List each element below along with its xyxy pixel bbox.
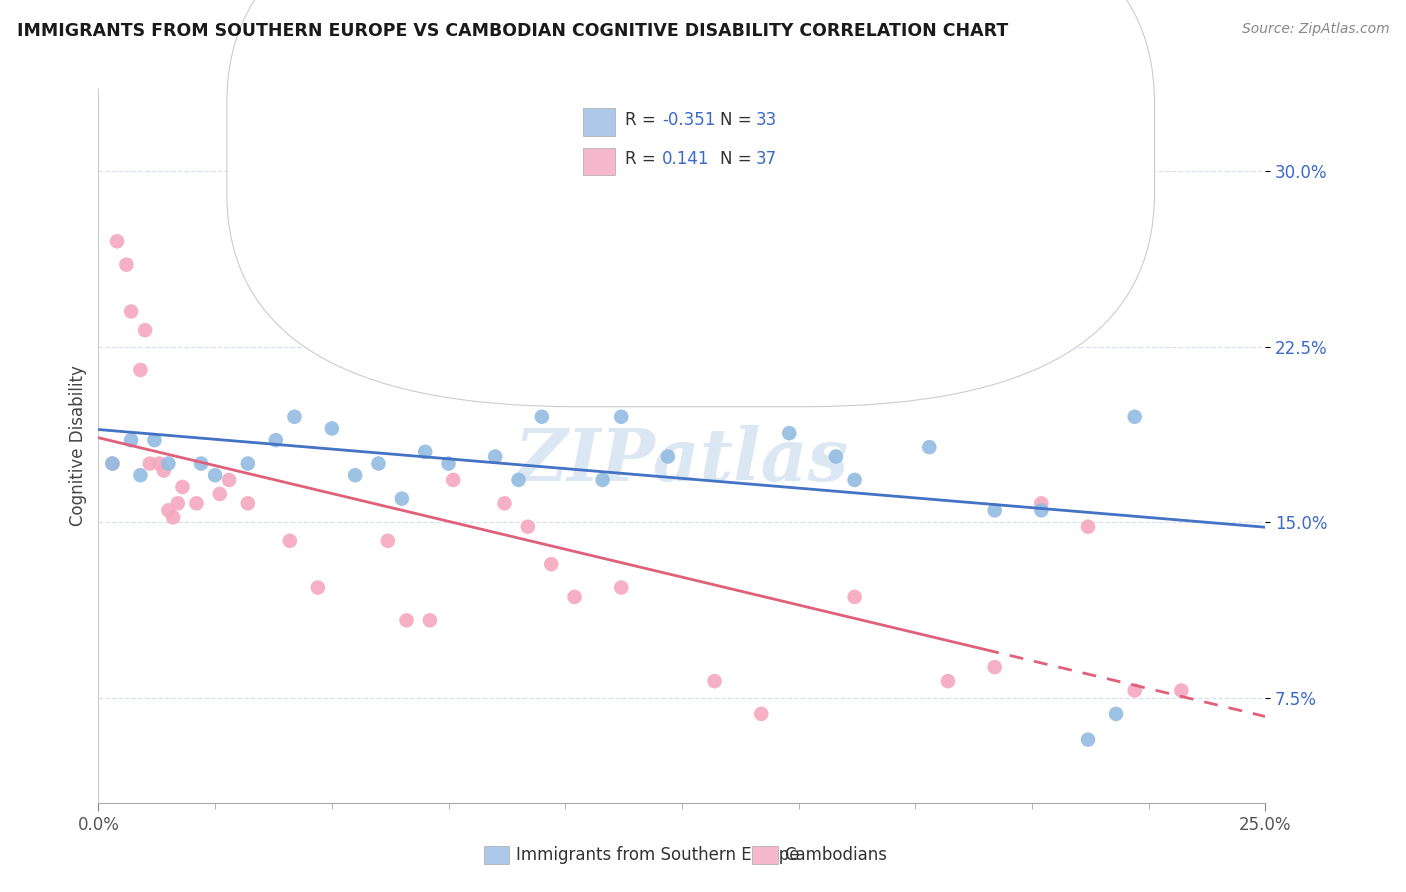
Text: N =: N = [720,111,758,128]
Point [101,457,124,471]
Point [657,450,679,464]
Point [1077,519,1099,533]
FancyBboxPatch shape [226,0,1154,407]
Point [844,473,866,487]
Point [1105,706,1128,721]
Text: 37: 37 [755,150,776,168]
Point [610,581,633,595]
Point [367,457,389,471]
Point [844,590,866,604]
Y-axis label: Cognitive Disability: Cognitive Disability [69,366,87,526]
Point [494,496,516,510]
Point [508,473,530,487]
Point [983,503,1005,517]
Point [208,487,231,501]
Point [204,468,226,483]
Point [190,457,212,471]
Point [484,450,506,464]
Point [610,409,633,424]
Point [441,473,464,487]
Point [540,557,562,571]
Text: 33: 33 [755,111,776,128]
Text: Source: ZipAtlas.com: Source: ZipAtlas.com [1241,22,1389,37]
Point [134,323,156,337]
Point [152,464,174,478]
Bar [582,109,616,136]
Point [129,363,152,377]
Point [157,457,180,471]
Point [703,333,725,347]
Point [703,674,725,689]
Point [101,457,124,471]
Point [307,581,329,595]
Point [236,457,259,471]
Text: ZIPatlas: ZIPatlas [515,425,849,496]
Point [278,533,301,548]
Point [172,480,194,494]
Point [377,533,399,548]
Text: N =: N = [720,150,758,168]
Point [395,613,418,627]
Point [1123,409,1146,424]
Point [391,491,413,506]
Point [115,258,138,272]
Point [1170,683,1192,698]
Point [218,473,240,487]
Point [749,706,772,721]
Point [166,496,188,510]
Point [731,323,754,337]
Point [148,457,170,471]
Point [236,496,259,510]
Point [105,234,128,248]
Text: Cambodians: Cambodians [785,846,887,863]
Point [321,421,343,435]
Point [264,433,287,447]
Point [413,445,436,459]
Point [162,510,184,524]
Text: R =: R = [624,150,666,168]
Point [530,409,553,424]
Point [1077,732,1099,747]
Point [983,660,1005,674]
Point [186,496,208,510]
Point [778,426,800,441]
Point [1031,503,1053,517]
Text: Immigrants from Southern Europe: Immigrants from Southern Europe [516,846,800,863]
Point [564,590,586,604]
Text: -0.351: -0.351 [662,111,716,128]
Bar [752,847,778,864]
Point [139,457,162,471]
Point [344,468,367,483]
Text: 0.141: 0.141 [662,150,710,168]
Bar [582,148,616,175]
Point [918,440,941,454]
Point [120,304,142,318]
Point [437,457,460,471]
Point [143,433,166,447]
Point [419,613,441,627]
Point [825,450,848,464]
Point [592,473,614,487]
Point [283,409,305,424]
Point [120,433,142,447]
Point [129,468,152,483]
Point [516,519,538,533]
Point [936,674,959,689]
Bar [484,847,509,864]
Point [1123,683,1146,698]
Text: IMMIGRANTS FROM SOUTHERN EUROPE VS CAMBODIAN COGNITIVE DISABILITY CORRELATION CH: IMMIGRANTS FROM SOUTHERN EUROPE VS CAMBO… [17,22,1008,40]
Text: R =: R = [624,111,661,128]
Point [1031,496,1053,510]
Point [157,503,180,517]
